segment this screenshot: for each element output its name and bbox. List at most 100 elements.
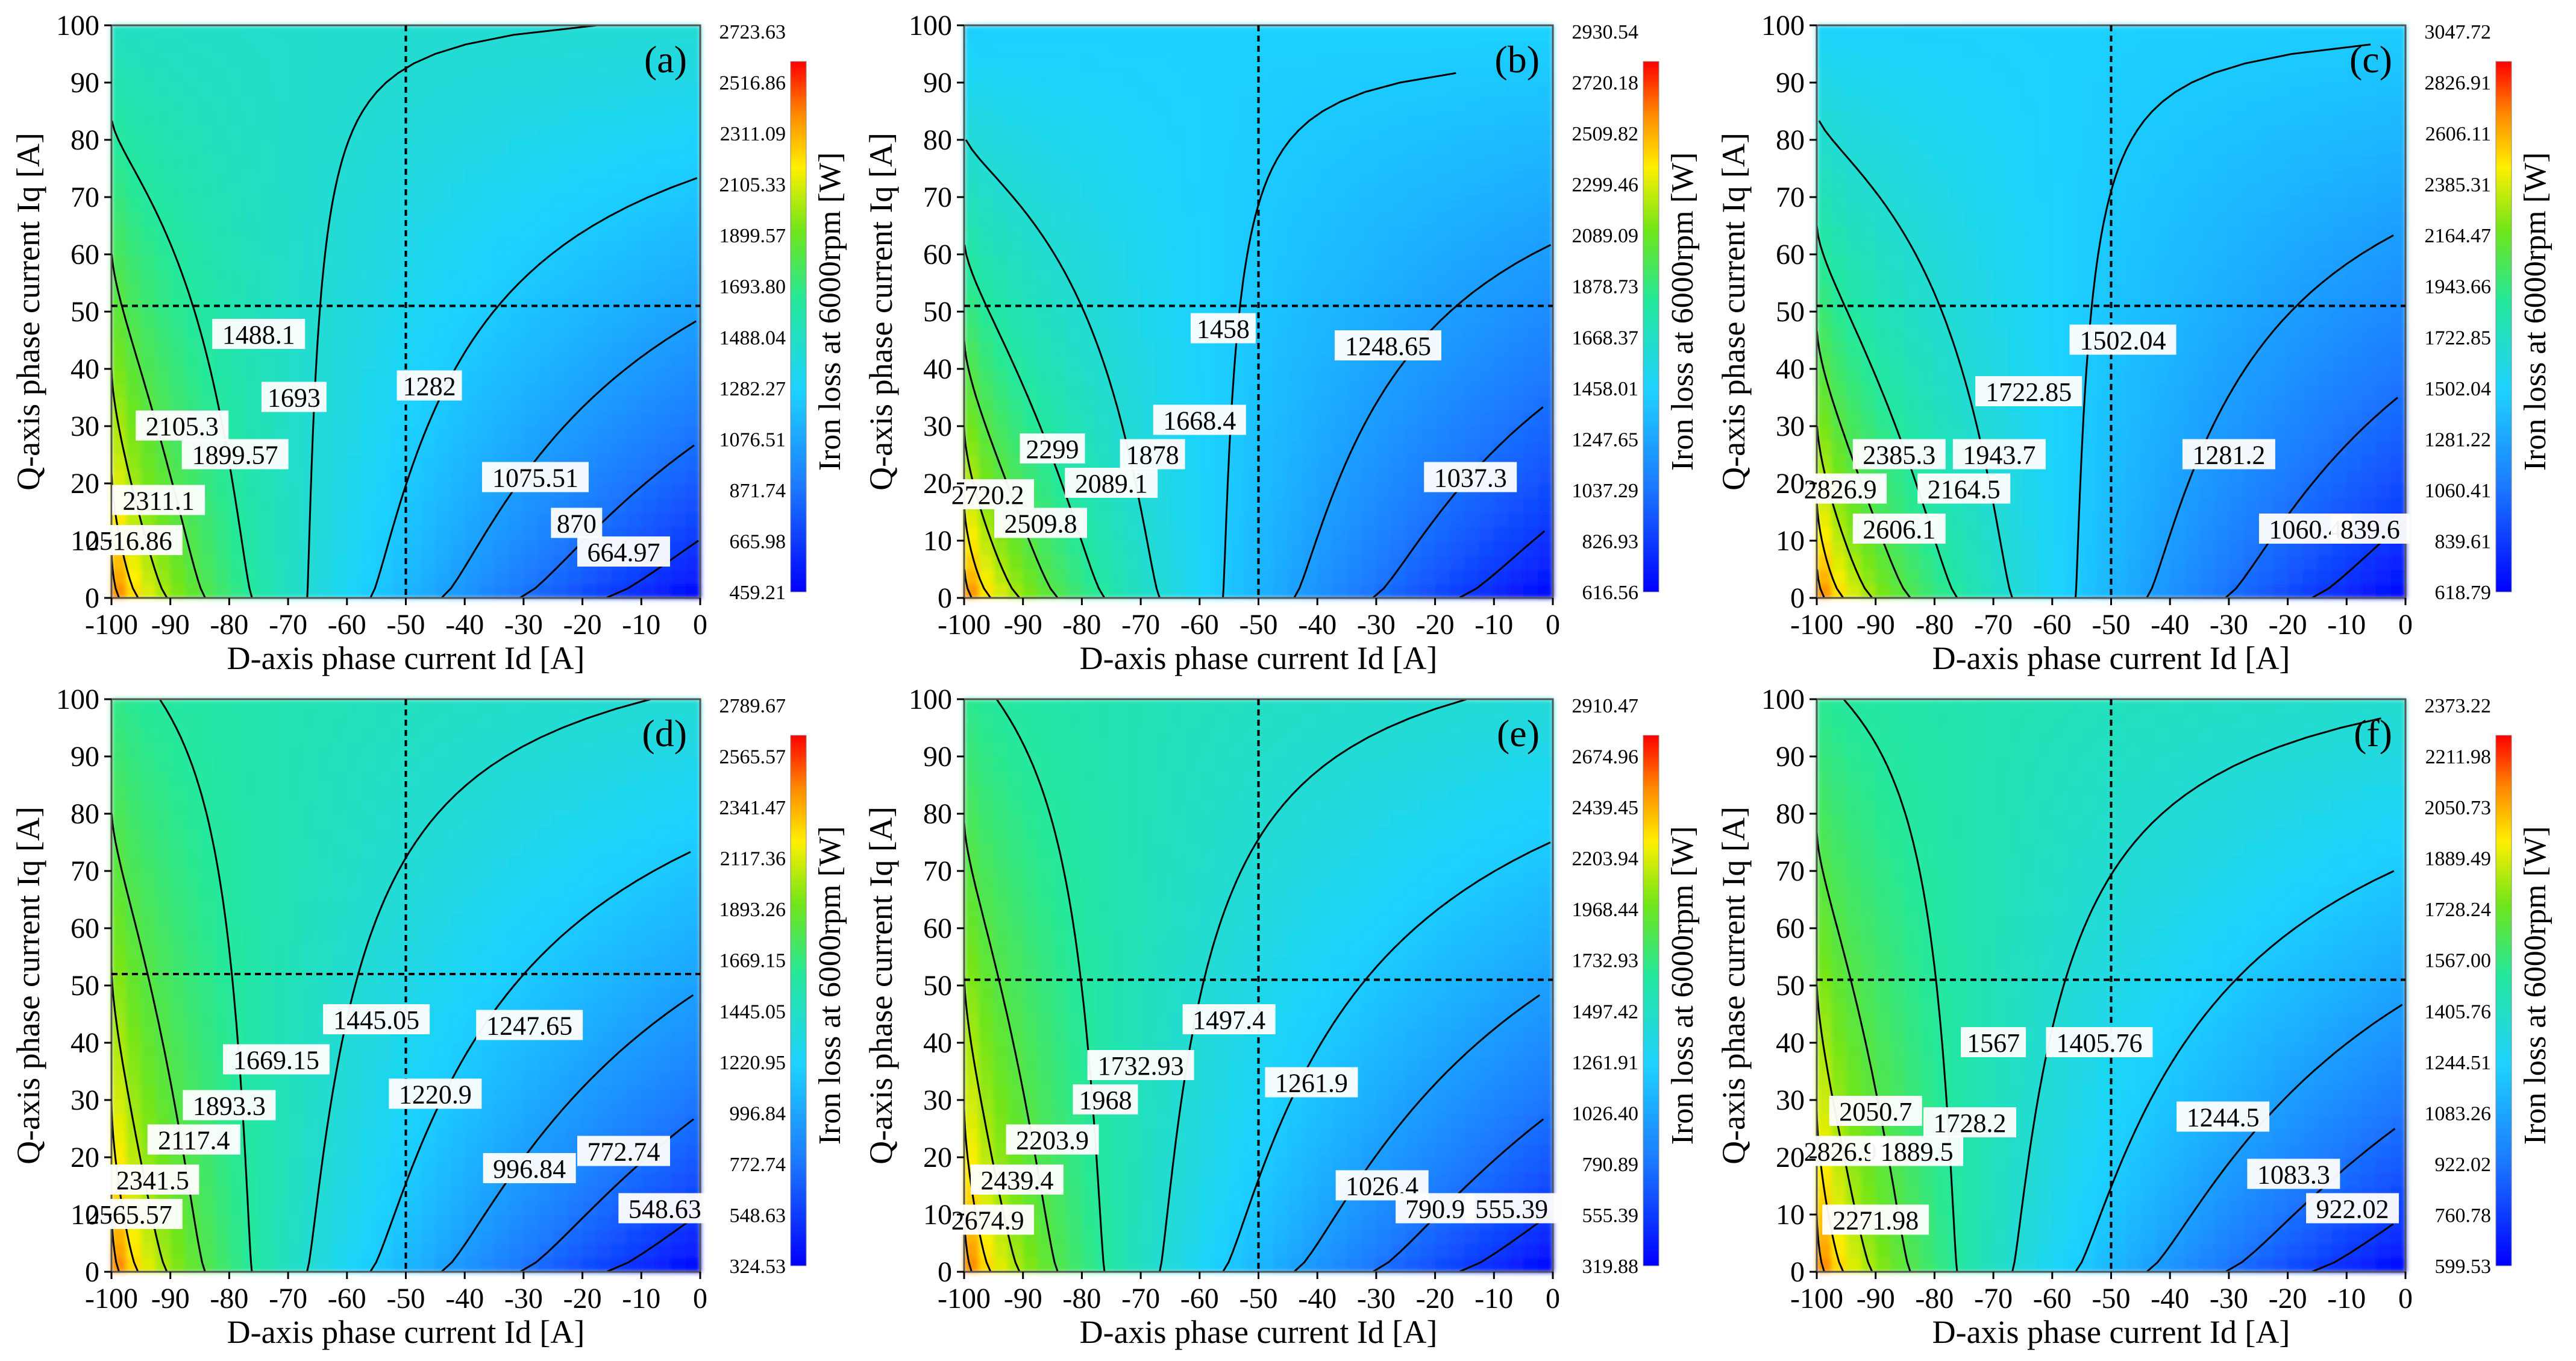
heatmap-cell <box>1905 268 1920 284</box>
heatmap-cell <box>2287 25 2304 40</box>
heatmap-cell <box>2317 183 2333 198</box>
heatmap-cell <box>1831 96 1847 112</box>
heatmap-cell <box>450 240 466 255</box>
heatmap-cell <box>362 397 377 413</box>
heatmap-cell <box>1111 369 1127 384</box>
heatmap-cell <box>1332 541 1348 556</box>
heatmap-cell <box>656 483 672 498</box>
heatmap-cell <box>2096 168 2112 184</box>
colorbar-tick-label: 2311.09 <box>720 123 786 145</box>
heatmap-cell <box>2287 96 2304 112</box>
heatmap-cell <box>229 197 245 212</box>
heatmap-cell <box>538 25 554 40</box>
heatmap-cell <box>199 283 215 298</box>
heatmap-cell <box>553 354 569 369</box>
heatmap-cell <box>597 397 613 413</box>
heatmap-cell <box>1008 569 1024 585</box>
heatmap-cell <box>1096 111 1112 127</box>
heatmap-cell <box>1405 497 1421 513</box>
heatmap-cell <box>2052 197 2068 212</box>
heatmap-cell <box>1038 197 1053 212</box>
heatmap-cell <box>1258 25 1274 40</box>
heatmap-cell <box>1846 225 1862 241</box>
heatmap-cell <box>656 197 672 212</box>
heatmap-cell <box>1405 426 1421 441</box>
heatmap-cell <box>626 140 642 155</box>
heatmap-cell <box>1332 397 1348 413</box>
heatmap-cell <box>362 483 377 498</box>
heatmap-cell <box>2081 54 2098 69</box>
heatmap-cell <box>1288 469 1303 484</box>
heatmap-cell <box>1508 340 1525 356</box>
heatmap-cell <box>1155 154 1171 169</box>
heatmap-cell <box>2170 555 2186 570</box>
heatmap-cell <box>435 254 451 269</box>
heatmap-cell <box>243 426 260 441</box>
heatmap-cell <box>1831 125 1847 140</box>
heatmap-cell <box>1934 426 1950 441</box>
heatmap-cell <box>1199 140 1215 155</box>
heatmap-cell <box>2022 96 2039 112</box>
heatmap-cell <box>2170 268 2186 284</box>
heatmap-cell <box>1244 440 1259 456</box>
heatmap-cell <box>1008 125 1024 140</box>
heatmap-cell <box>2170 168 2186 184</box>
heatmap-cell <box>1317 254 1333 269</box>
heatmap-cell <box>2170 354 2186 369</box>
heatmap-cell <box>1450 283 1465 298</box>
heatmap-cell <box>1993 140 2009 155</box>
heatmap-cell <box>2302 154 2318 169</box>
heatmap-cell <box>302 125 318 140</box>
heatmap-cell <box>1199 240 1215 255</box>
heatmap-cell <box>1258 440 1274 456</box>
heatmap-cell <box>685 426 701 441</box>
heatmap-cell <box>2052 469 2068 484</box>
heatmap-cell <box>1096 283 1112 298</box>
heatmap-cell <box>2022 54 2039 69</box>
heatmap-cell <box>2125 54 2142 69</box>
heatmap-cell <box>243 369 260 384</box>
heatmap-cell <box>199 68 215 83</box>
heatmap-cell <box>1405 469 1421 484</box>
heatmap-cell <box>1096 397 1112 413</box>
heatmap-cell <box>214 283 230 298</box>
heatmap-cell <box>1949 268 1965 284</box>
heatmap-cell <box>479 583 495 599</box>
heatmap-cell <box>1861 25 1876 40</box>
heatmap-cell <box>2390 68 2406 83</box>
heatmap-cell <box>1993 240 2009 255</box>
heatmap-cell <box>1875 283 1891 298</box>
heatmap-cell <box>538 325 554 341</box>
heatmap-cell <box>1861 555 1876 570</box>
heatmap-cell <box>1861 397 1876 413</box>
heatmap-cell <box>1919 25 1935 40</box>
heatmap-cell <box>2331 312 2348 327</box>
y-tick-label: 90 <box>923 67 952 99</box>
heatmap-cell <box>1479 168 1495 184</box>
heatmap-cell <box>1450 512 1465 527</box>
heatmap-cell <box>1949 197 1965 212</box>
heatmap-cell <box>2081 512 2098 527</box>
heatmap-cell <box>2258 469 2274 484</box>
y-axis-title: Q-axis phase current Iq [A] <box>863 133 899 491</box>
heatmap-cell <box>2067 440 2082 456</box>
heatmap-cell <box>1038 83 1053 98</box>
heatmap-cell <box>1538 312 1553 327</box>
heatmap-cell <box>1273 541 1289 556</box>
heatmap-cell <box>2037 83 2053 98</box>
heatmap-cell <box>2096 397 2112 413</box>
heatmap-cell <box>1170 54 1186 69</box>
heatmap-cell <box>2361 283 2377 298</box>
heatmap-cell <box>2390 469 2406 484</box>
heatmap-cell <box>465 183 480 198</box>
heatmap-cell <box>1096 225 1112 241</box>
heatmap-cell <box>111 240 127 255</box>
heatmap-cell <box>170 583 186 599</box>
heatmap-cell <box>509 440 524 456</box>
heatmap-cell <box>582 54 598 69</box>
heatmap-cell <box>1464 340 1480 356</box>
heatmap-cell <box>2022 312 2039 327</box>
heatmap-cell <box>2346 111 2362 127</box>
heatmap-cell <box>523 312 539 327</box>
heatmap-cell <box>1450 383 1465 398</box>
